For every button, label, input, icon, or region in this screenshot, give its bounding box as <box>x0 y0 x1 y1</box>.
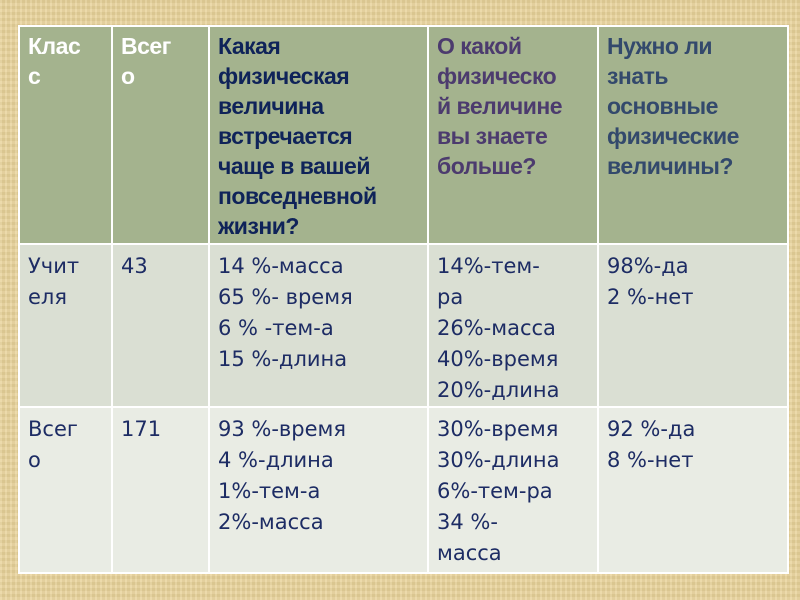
cell-answer-1: 14 %-масса 65 %- время 6 % -тем-а 15 %-д… <box>208 243 429 408</box>
cell-answer-2: 30%-время 30%-длина 6%-тем-ра 34 %- масс… <box>427 406 599 574</box>
header-class: Клас с <box>18 25 113 245</box>
survey-table: Клас с Всег о Какая физическая величина … <box>18 25 789 574</box>
table-row: Учит еля 43 14 %-масса 65 %- время 6 % -… <box>18 243 789 408</box>
header-question-3: Нужно ли знать основные физические велич… <box>597 25 789 245</box>
table-row: Всег о 171 93 %-время 4 %-длина 1%-тем-а… <box>18 406 789 574</box>
cell-total: 171 <box>111 406 210 574</box>
header-question-2: О какой физическо й величине вы знаете б… <box>427 25 599 245</box>
header-question-1: Какая физическая величина встречается ча… <box>208 25 429 245</box>
cell-answer-1: 93 %-время 4 %-длина 1%-тем-а 2%-масса <box>208 406 429 574</box>
cell-total: 43 <box>111 243 210 408</box>
header-row: Клас с Всег о Какая физическая величина … <box>18 25 789 245</box>
cell-answer-2: 14%-тем- ра 26%-масса 40%-время 20%-длин… <box>427 243 599 408</box>
cell-answer-3: 92 %-да 8 %-нет <box>597 406 789 574</box>
cell-answer-3: 98%-да 2 %-нет <box>597 243 789 408</box>
cell-class: Учит еля <box>18 243 113 408</box>
cell-class: Всег о <box>18 406 113 574</box>
header-total: Всег о <box>111 25 210 245</box>
